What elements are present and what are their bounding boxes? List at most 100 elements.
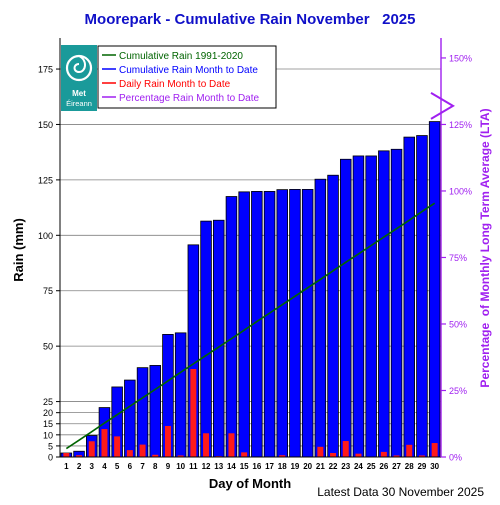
x-tick-label: 13 [214, 462, 223, 471]
y-tick-label: 175 [38, 65, 53, 75]
y-tick-label: 5 [48, 441, 53, 451]
daily-bar [165, 426, 171, 457]
cumulative-bar [429, 122, 440, 457]
footer-latest-data: Latest Data 30 November 2025 [317, 485, 484, 499]
cumulative-bar [328, 175, 339, 457]
cumulative-bar [391, 149, 402, 457]
y-tick-label: 100 [38, 231, 53, 241]
y2-tick-label: 0% [449, 453, 462, 463]
x-tick-label: 20 [303, 462, 312, 471]
y-tick-label: 75 [43, 286, 53, 296]
y-tick-label: 10 [43, 430, 53, 440]
x-tick-label: 24 [354, 462, 363, 471]
cumulative-bar [239, 192, 250, 457]
cumulative-bar [264, 191, 275, 457]
y-tick-label: 15 [43, 419, 53, 429]
x-tick-label: 4 [102, 462, 107, 471]
logo-text-eireann: Éireann [66, 99, 92, 108]
cumulative-bar [340, 159, 351, 457]
y2-tick-label: 100% [449, 186, 472, 196]
x-tick-label: 11 [189, 462, 198, 471]
daily-bar [381, 452, 387, 457]
daily-bar [241, 452, 247, 457]
x-tick-label: 6 [128, 462, 133, 471]
logo-text-met: Met [72, 89, 86, 98]
legend-entry: Cumulative Rain 1991-2020 [119, 51, 243, 62]
cumulative-bar [213, 220, 224, 457]
cumulative-bar [366, 156, 377, 457]
daily-bar [330, 453, 336, 457]
y-tick-label: 125 [38, 175, 53, 185]
y-tick-label: 25 [43, 397, 53, 407]
x-tick-label: 12 [202, 462, 211, 471]
met-eireann-logo: Met Éireann [61, 45, 97, 111]
daily-bar [432, 443, 438, 457]
legend-entry: Percentage Rain Month to Date [119, 93, 260, 104]
cumulative-bars [61, 122, 440, 457]
legend: Cumulative Rain 1991-2020 Cumulative Rain… [98, 46, 276, 108]
x-tick-label: 25 [367, 462, 376, 471]
daily-bar [127, 450, 133, 457]
cumulative-bar [150, 365, 161, 457]
x-tick-label: 1 [64, 462, 69, 471]
x-tick-label: 7 [140, 462, 145, 471]
x-tick-label: 3 [90, 462, 95, 471]
daily-bar [101, 429, 107, 457]
daily-bar [114, 436, 120, 457]
x-tick-label: 5 [115, 462, 120, 471]
y-tick-label: 20 [43, 408, 53, 418]
x-tick-label: 8 [153, 462, 158, 471]
daily-bar [317, 447, 323, 457]
cumulative-bar [417, 136, 428, 457]
cumulative-bar [379, 151, 390, 457]
daily-bar [343, 441, 349, 457]
y2-tick-label: 150% [449, 53, 472, 63]
daily-bar [63, 453, 69, 457]
y2-tick-label: 25% [449, 386, 467, 396]
x-tick-label: 10 [176, 462, 185, 471]
y2-tick-label: 125% [449, 120, 472, 130]
x-tick-label: 26 [379, 462, 388, 471]
x-tick-label: 29 [417, 462, 426, 471]
cumulative-bar [353, 156, 364, 457]
x-tick-label: 30 [430, 462, 439, 471]
legend-entry: Cumulative Rain Month to Date [119, 65, 258, 76]
cumulative-bar [175, 333, 186, 457]
cumulative-bar [315, 179, 326, 457]
x-tick-label: 15 [240, 462, 249, 471]
x-tick-label: 16 [252, 462, 261, 471]
cumulative-bar [302, 189, 313, 457]
cumulative-bar [201, 221, 212, 457]
x-tick-label: 28 [405, 462, 414, 471]
x-tick-label: 21 [316, 462, 325, 471]
chart-title: Moorepark - Cumulative Rain November 202… [85, 11, 416, 28]
cumulative-bar [277, 190, 288, 457]
daily-bar [228, 433, 234, 457]
y-tick-label: 150 [38, 120, 53, 130]
x-tick-label: 14 [227, 462, 236, 471]
daily-bar [140, 445, 146, 457]
x-tick-label: 17 [265, 462, 274, 471]
x-tick-label: 22 [329, 462, 338, 471]
percentage-marker-icon [431, 93, 453, 119]
x-tick-label: 2 [77, 462, 82, 471]
daily-bar [406, 445, 412, 457]
daily-bar [190, 369, 196, 457]
x-tick-label: 23 [341, 462, 350, 471]
y2-axis-label: Percentage of Monthly Long Term Average … [478, 108, 492, 387]
x-tick-label: 19 [290, 462, 299, 471]
daily-bar [203, 433, 209, 457]
cumulative-bar [290, 189, 301, 457]
legend-entry: Daily Rain Month to Date [119, 79, 231, 90]
x-tick-label: 9 [166, 462, 171, 471]
y-tick-label: 50 [43, 342, 53, 352]
daily-bar [89, 441, 95, 457]
x-axis-label: Day of Month [209, 476, 291, 491]
x-tick-label: 18 [278, 462, 287, 471]
cumulative-bar [226, 197, 237, 457]
x-tick-label: 27 [392, 462, 401, 471]
y-tick-label: 0 [48, 453, 53, 463]
y2-tick-label: 50% [449, 319, 467, 329]
